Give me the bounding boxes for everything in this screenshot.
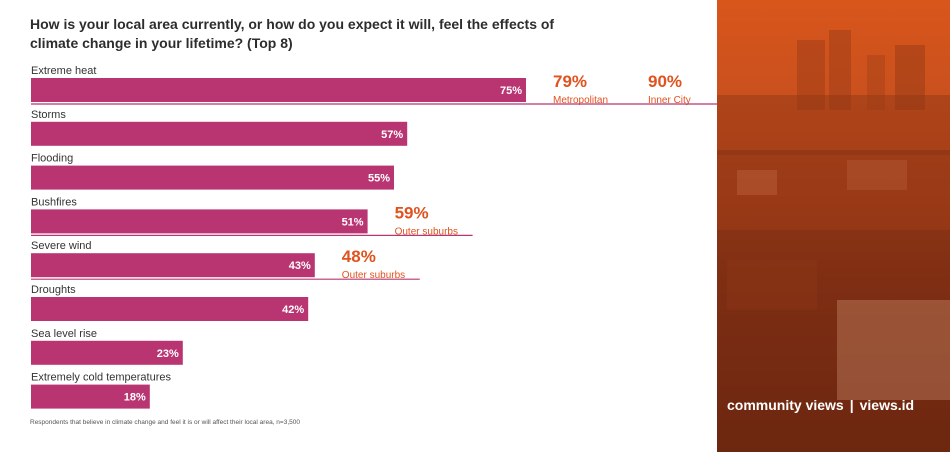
bar-value-label: 43%: [289, 260, 311, 272]
city-photo: [717, 0, 950, 452]
footnote: Respondents that believe in climate chan…: [30, 419, 300, 426]
bar-value-label: 57%: [381, 129, 403, 141]
brand-footer: community views | views.id: [727, 397, 914, 413]
callout-value: 90%: [648, 72, 682, 91]
brand-separator: |: [849, 397, 854, 413]
category-label: Flooding: [31, 153, 73, 165]
brand-views-id: views.id: [859, 397, 915, 413]
category-label: Bushfires: [31, 196, 77, 208]
bar: [31, 121, 408, 146]
bar-value-label: 42%: [282, 304, 304, 316]
callout-label: Inner City: [648, 95, 691, 106]
callout-value: 79%: [553, 72, 587, 91]
bar: [31, 209, 368, 234]
bar: [31, 78, 526, 102]
bar-value-label: 18%: [124, 392, 146, 404]
callout-label: Metropolitan: [553, 95, 608, 106]
category-label: Severe wind: [31, 240, 92, 252]
bar: [31, 340, 183, 365]
callout-value: 59%: [395, 203, 429, 222]
brand-community-views: community views: [727, 397, 844, 413]
bar-value-label: 23%: [157, 348, 179, 360]
bar: [31, 253, 315, 278]
callout-label: Outer suburbs: [342, 270, 405, 281]
category-label: Droughts: [31, 284, 76, 296]
category-label: Sea level rise: [31, 328, 97, 340]
bar-value-label: 75%: [500, 85, 522, 97]
bar-chart: Extreme heat 75% Storms 57% Flooding 55% Bushf…: [31, 65, 717, 409]
callout-value: 48%: [342, 247, 376, 266]
bar: [31, 165, 394, 190]
city-skyline-image: [717, 30, 950, 452]
bar-value-label: 55%: [368, 173, 390, 185]
category-label: Extremely cold temperatures: [31, 372, 171, 384]
category-label: Extreme heat: [31, 65, 96, 77]
bar: [31, 297, 309, 321]
callout-label: Outer suburbs: [395, 226, 458, 237]
bar-value-label: 51%: [342, 216, 364, 228]
chart-title: How is your local area currently, or how…: [30, 16, 555, 51]
category-label: Storms: [31, 109, 66, 121]
bar: [31, 384, 150, 409]
